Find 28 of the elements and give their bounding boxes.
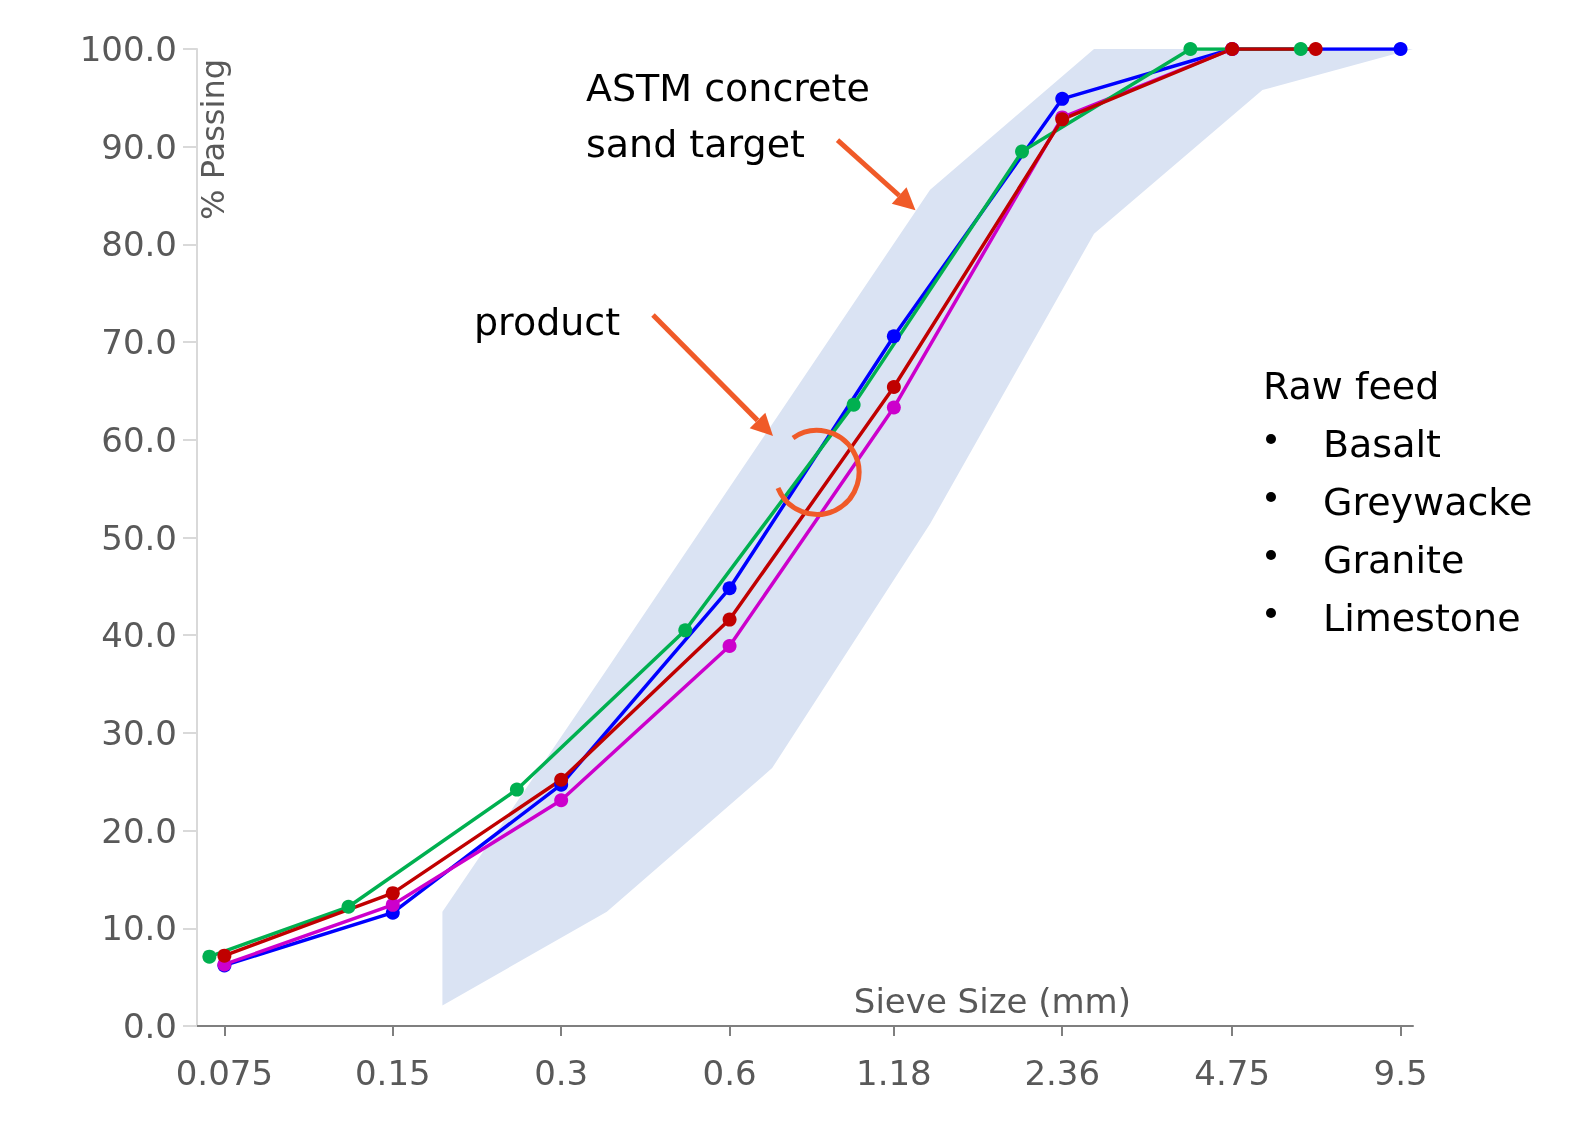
y-tick-label: 90.0 (101, 126, 177, 167)
x-tick-label: 2.36 (1024, 1053, 1101, 1093)
annotation: Raw feed (1263, 364, 1440, 408)
x-axis-title: Sieve Size (mm) (853, 981, 1131, 1021)
x-tick-label: 0.15 (354, 1053, 431, 1093)
x-tick-label: 0.075 (175, 1053, 274, 1093)
annotation: Basalt (1323, 422, 1441, 466)
y-tick-label: 80.0 (101, 224, 177, 265)
y-axis-title: % Passing (194, 59, 232, 220)
annotation: Greywacke (1323, 480, 1533, 524)
y-tick-label: 60.0 (101, 419, 177, 460)
annotation: Granite (1323, 538, 1465, 582)
x-tick-label: 9.5 (1373, 1053, 1428, 1093)
x-tick-label: 0.3 (534, 1053, 589, 1093)
y-tick-label: 40.0 (101, 615, 177, 656)
y-tick-label: 100.0 (79, 29, 177, 69)
x-tick-label: 4.75 (1194, 1053, 1271, 1093)
y-tick-label: 70.0 (101, 322, 177, 363)
y-tick-label: 50.0 (101, 517, 177, 558)
x-tick-label: 0.6 (702, 1053, 757, 1093)
annotation: Limestone (1323, 596, 1521, 640)
annotation: ASTM concrete sand target (586, 66, 870, 166)
y-tick-label: 30.0 (101, 712, 177, 753)
y-tick-label: 0.0 (122, 1006, 177, 1046)
y-tick-label: 20.0 (101, 810, 177, 851)
x-tick-label: 1.18 (856, 1053, 932, 1093)
annotation: product (474, 300, 621, 344)
y-tick-label: 10.0 (101, 908, 177, 949)
